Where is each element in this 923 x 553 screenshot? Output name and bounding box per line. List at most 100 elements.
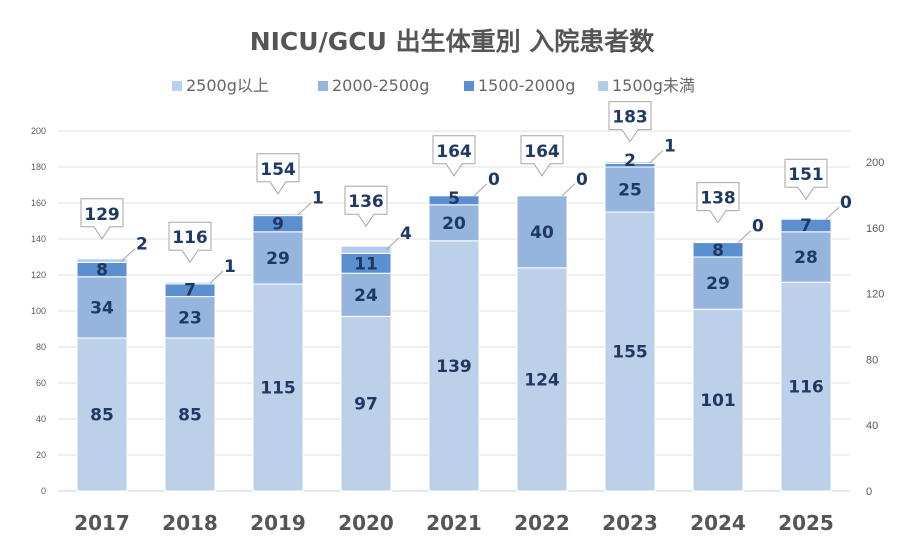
bar-segment bbox=[604, 166, 656, 213]
bars bbox=[76, 161, 832, 492]
segment-label: 155 bbox=[612, 343, 648, 363]
legend-label: 2500g以上 bbox=[186, 76, 269, 95]
segment-label: 25 bbox=[618, 181, 642, 201]
small-segment-label: 0 bbox=[752, 217, 764, 237]
legend-swatch bbox=[598, 81, 608, 91]
total-label: 129 bbox=[84, 205, 120, 225]
bar-segment bbox=[692, 242, 744, 258]
small-segment-label: 1 bbox=[224, 257, 236, 277]
bar-segment bbox=[428, 195, 480, 206]
bar-segment bbox=[252, 213, 304, 217]
x-tick-label: 2022 bbox=[514, 511, 570, 535]
small-label-leader bbox=[121, 248, 136, 261]
y-tick-label: 140 bbox=[31, 234, 46, 244]
small-label-leader bbox=[385, 237, 400, 251]
segment-label: 85 bbox=[178, 406, 202, 426]
bar-segment bbox=[340, 272, 392, 317]
small-label-leader bbox=[209, 270, 224, 284]
chart-title: NICU/GCU 出生体重別 入院患者数 bbox=[250, 27, 656, 56]
legend-swatch bbox=[318, 81, 328, 91]
segment-label: 40 bbox=[530, 223, 554, 243]
small-label-leader bbox=[825, 206, 840, 220]
segment-label: 7 bbox=[800, 216, 812, 236]
y-tick-label: 160 bbox=[31, 198, 46, 208]
legend-label: 2000-2500g bbox=[332, 76, 429, 95]
x-axis: 2017 2018 2019 2020 2021 2022 2023 2024 2025 bbox=[74, 511, 834, 535]
total-callout-box bbox=[784, 158, 828, 201]
total-label: 138 bbox=[700, 189, 736, 209]
segment-label: 23 bbox=[178, 308, 202, 328]
y-axis-right: 0 40 80 120 160 200 bbox=[866, 157, 884, 498]
y-tick-label: 60 bbox=[36, 378, 46, 388]
bar-segment bbox=[780, 281, 832, 492]
x-tick-label: 2021 bbox=[426, 511, 482, 535]
bar-segment bbox=[340, 245, 392, 254]
small-label-leader bbox=[297, 202, 312, 216]
y-right-tick-label: 0 bbox=[866, 486, 872, 498]
y-tick-label: 100 bbox=[31, 306, 46, 316]
segment-label: 139 bbox=[436, 357, 472, 377]
total-label: 154 bbox=[260, 160, 296, 180]
segment-label: 2 bbox=[624, 151, 636, 171]
bar-segment bbox=[76, 258, 128, 263]
small-label-leader bbox=[561, 183, 576, 197]
total-label: 164 bbox=[524, 142, 560, 162]
bar-segment bbox=[164, 296, 216, 339]
x-tick-label: 2020 bbox=[338, 511, 394, 535]
bar-segment bbox=[780, 218, 832, 233]
legend-swatch bbox=[464, 81, 474, 91]
x-tick-label: 2023 bbox=[602, 511, 658, 535]
segment-label: 9 bbox=[272, 215, 284, 235]
bar-segment bbox=[516, 195, 568, 269]
x-tick-label: 2019 bbox=[250, 511, 306, 535]
y-right-tick-label: 160 bbox=[866, 223, 884, 235]
y-tick-label: 40 bbox=[36, 414, 46, 424]
y-right-tick-label: 80 bbox=[866, 354, 878, 366]
y-tick-label: 80 bbox=[36, 342, 46, 352]
bar-segment bbox=[164, 337, 216, 492]
segment-label: 5 bbox=[448, 189, 460, 209]
bar-segment bbox=[516, 267, 568, 492]
total-callout-box bbox=[432, 135, 476, 177]
y-tick-label: 20 bbox=[36, 450, 46, 460]
bar-segment bbox=[692, 308, 744, 492]
y-tick-label: 120 bbox=[31, 270, 46, 280]
segment-label: 85 bbox=[90, 406, 114, 426]
total-label: 116 bbox=[172, 228, 208, 248]
bar-segment bbox=[76, 276, 128, 339]
small-segment-label: 4 bbox=[400, 224, 412, 244]
x-tick-label: 2024 bbox=[690, 511, 746, 535]
segment-label: 116 bbox=[788, 378, 824, 398]
segment-label: 20 bbox=[442, 214, 466, 234]
bar-segment bbox=[604, 161, 656, 164]
segment-label: 97 bbox=[354, 395, 378, 415]
total-label: 151 bbox=[788, 165, 824, 185]
small-segment-label: 0 bbox=[840, 193, 852, 213]
y-tick-label: 0 bbox=[41, 486, 46, 496]
small-segment-label: 0 bbox=[488, 170, 500, 190]
small-label-leader bbox=[473, 183, 488, 197]
legend: 2500g以上 2000-2500g 1500-2000g 1500g未満 bbox=[172, 76, 695, 95]
small-segment-label: 2 bbox=[136, 235, 148, 255]
total-callout-box bbox=[520, 135, 564, 177]
bar-segment bbox=[252, 283, 304, 492]
segment-label: 34 bbox=[90, 298, 114, 318]
segment-label: 28 bbox=[794, 248, 818, 268]
y-axis-left: 0 20 40 60 80 100 120 140 160 180 200 bbox=[31, 126, 46, 496]
total-callout-box bbox=[168, 221, 212, 264]
small-segment-label: 1 bbox=[664, 137, 676, 157]
small-segment-labels: 2 1 1 40 0 1 0 0 bbox=[121, 137, 852, 284]
small-label-leader bbox=[649, 150, 664, 163]
total-callout-box bbox=[344, 185, 388, 228]
segment-label: 124 bbox=[524, 370, 560, 390]
total-label: 136 bbox=[348, 192, 384, 212]
y-right-tick-label: 120 bbox=[866, 289, 884, 301]
segment-label: 8 bbox=[712, 241, 724, 261]
x-tick-label: 2018 bbox=[162, 511, 218, 535]
bar-segment bbox=[604, 211, 656, 492]
small-segment-label: 1 bbox=[312, 189, 324, 209]
y-right-tick-label: 200 bbox=[866, 157, 884, 169]
